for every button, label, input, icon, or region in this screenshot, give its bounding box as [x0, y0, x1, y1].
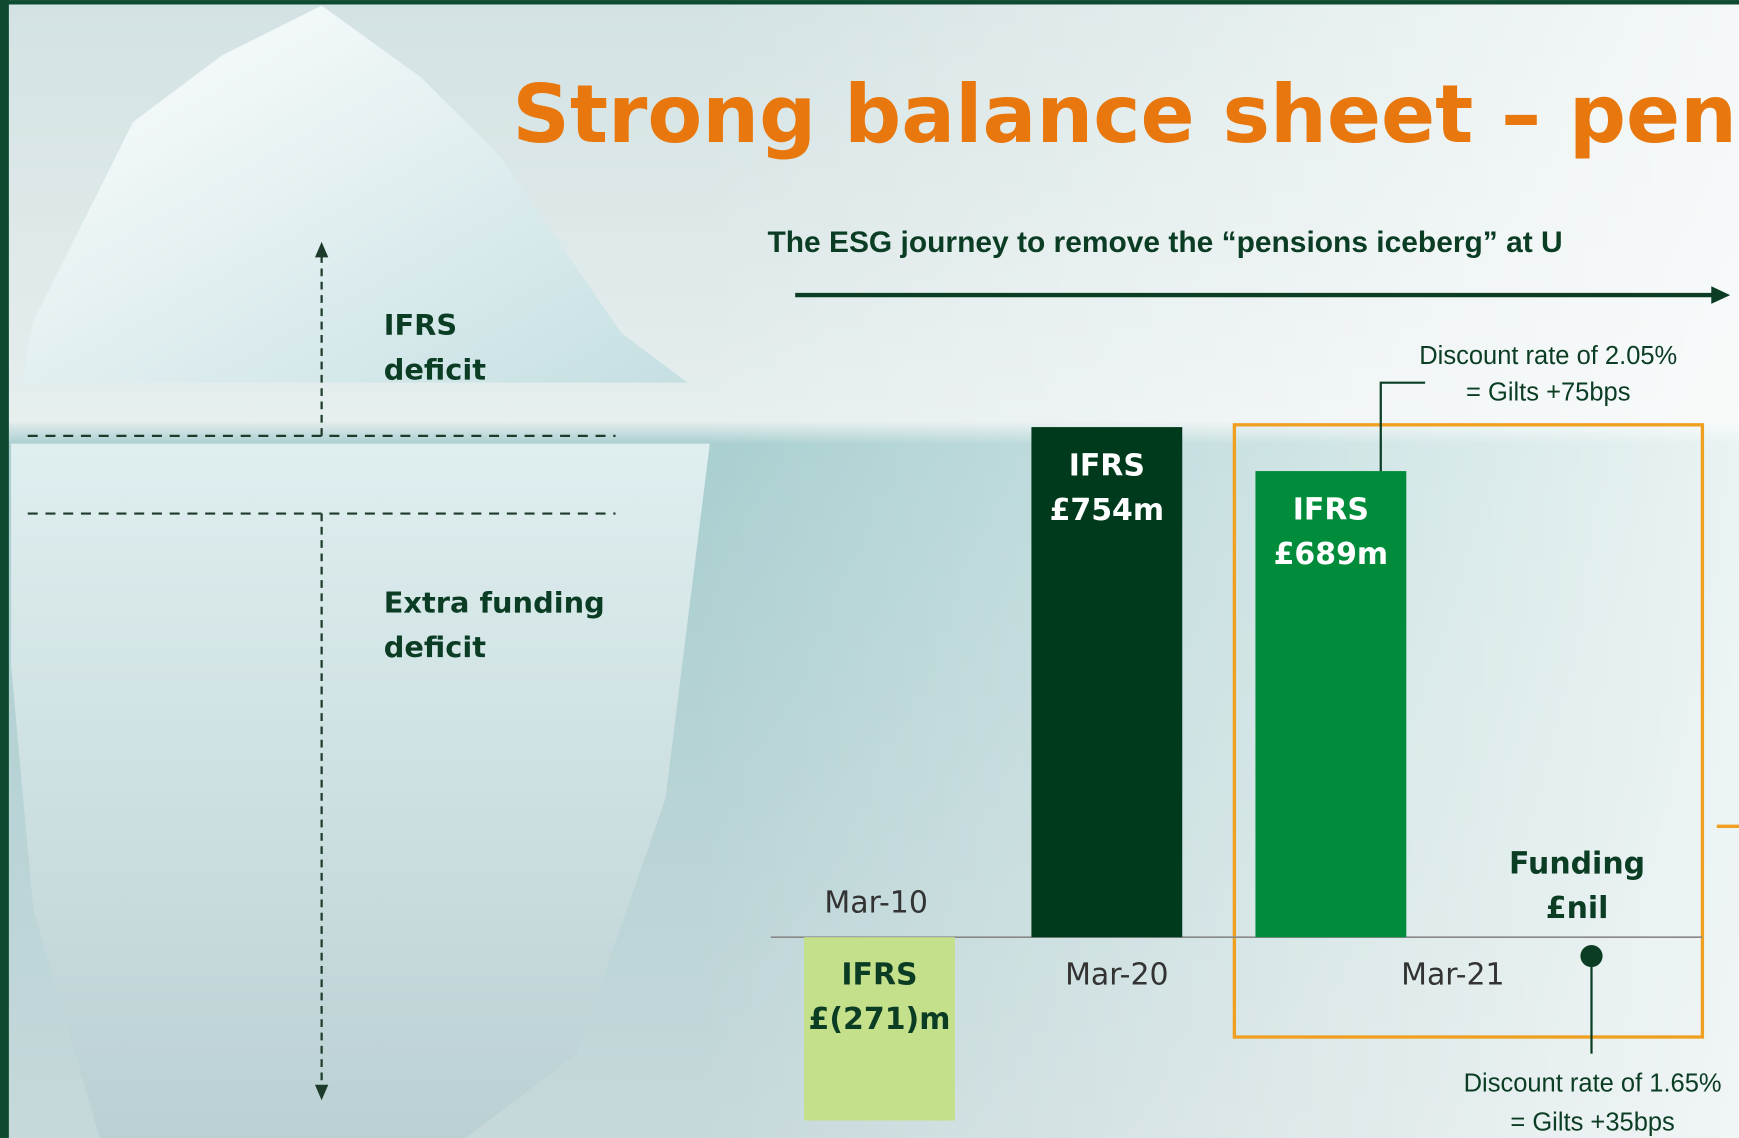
chart-title: Strong balance sheet – pens [512, 68, 1739, 161]
annotation: IFRS [384, 308, 457, 342]
bar [1031, 427, 1183, 938]
value-label: £754m [1050, 493, 1165, 528]
highlight-box [1232, 423, 1705, 1039]
annotation: = Gilts +35bps [1510, 1108, 1674, 1136]
value-label: £nil [1546, 891, 1609, 926]
annotation: Discount rate of 2.05% [1419, 342, 1677, 370]
bar [804, 937, 955, 1121]
bar [1255, 471, 1407, 938]
top-border [0, 0, 1739, 5]
x-tick-label: Mar-10 [824, 885, 927, 920]
annotation: Discount rate of 1.65% [1464, 1069, 1722, 1097]
value-label: £689m [1274, 537, 1389, 572]
subtitle: The ESG journey to remove the “pensions … [767, 226, 1562, 259]
arrow-head [314, 241, 329, 258]
arrow-head [314, 1084, 329, 1101]
annotation: deficit [384, 353, 487, 387]
iceberg-bottom [11, 443, 710, 1138]
iceberg-top [22, 5, 688, 383]
arrow-head [1711, 286, 1731, 304]
left-border [0, 0, 9, 1138]
bar-label: IFRS [841, 958, 917, 993]
leader-line [1379, 381, 1426, 502]
annotation: deficit [384, 630, 487, 664]
value-label: £(271)m [809, 1002, 951, 1037]
annotation: Extra funding [384, 585, 605, 619]
bar-label: IFRS [1293, 493, 1369, 528]
bar-label: IFRS [1069, 449, 1145, 484]
series-label: Funding [1509, 847, 1645, 882]
leader-dot [1580, 944, 1603, 968]
annotation: = Gilts +75bps [1466, 379, 1630, 407]
x-tick-label: Mar-20 [1065, 958, 1168, 993]
x-tick-label: Mar-21 [1401, 958, 1504, 993]
